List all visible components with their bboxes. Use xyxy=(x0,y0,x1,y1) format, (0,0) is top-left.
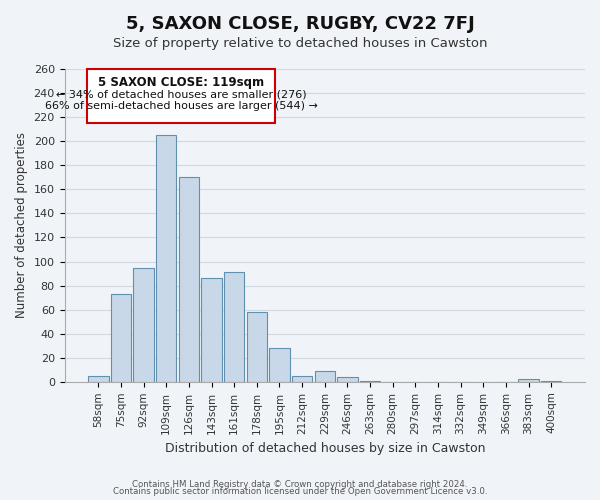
Bar xyxy=(202,278,222,382)
Bar xyxy=(179,178,199,382)
Bar xyxy=(337,377,358,382)
Bar xyxy=(518,380,539,382)
X-axis label: Distribution of detached houses by size in Cawston: Distribution of detached houses by size … xyxy=(164,442,485,455)
Bar xyxy=(269,348,290,382)
Y-axis label: Number of detached properties: Number of detached properties xyxy=(15,132,28,318)
Bar xyxy=(541,380,562,382)
Bar xyxy=(247,312,267,382)
Text: Contains HM Land Registry data © Crown copyright and database right 2024.: Contains HM Land Registry data © Crown c… xyxy=(132,480,468,489)
Bar xyxy=(133,268,154,382)
Bar xyxy=(111,294,131,382)
Bar xyxy=(292,376,313,382)
Bar xyxy=(88,376,109,382)
FancyBboxPatch shape xyxy=(87,69,275,123)
Bar xyxy=(224,272,244,382)
Text: ← 34% of detached houses are smaller (276): ← 34% of detached houses are smaller (27… xyxy=(56,90,307,100)
Text: 66% of semi-detached houses are larger (544) →: 66% of semi-detached houses are larger (… xyxy=(44,102,317,112)
Text: Contains public sector information licensed under the Open Government Licence v3: Contains public sector information licen… xyxy=(113,487,487,496)
Bar xyxy=(314,371,335,382)
Text: 5 SAXON CLOSE: 119sqm: 5 SAXON CLOSE: 119sqm xyxy=(98,76,264,89)
Bar xyxy=(360,380,380,382)
Text: 5, SAXON CLOSE, RUGBY, CV22 7FJ: 5, SAXON CLOSE, RUGBY, CV22 7FJ xyxy=(125,15,475,33)
Bar xyxy=(156,135,176,382)
Text: Size of property relative to detached houses in Cawston: Size of property relative to detached ho… xyxy=(113,38,487,51)
